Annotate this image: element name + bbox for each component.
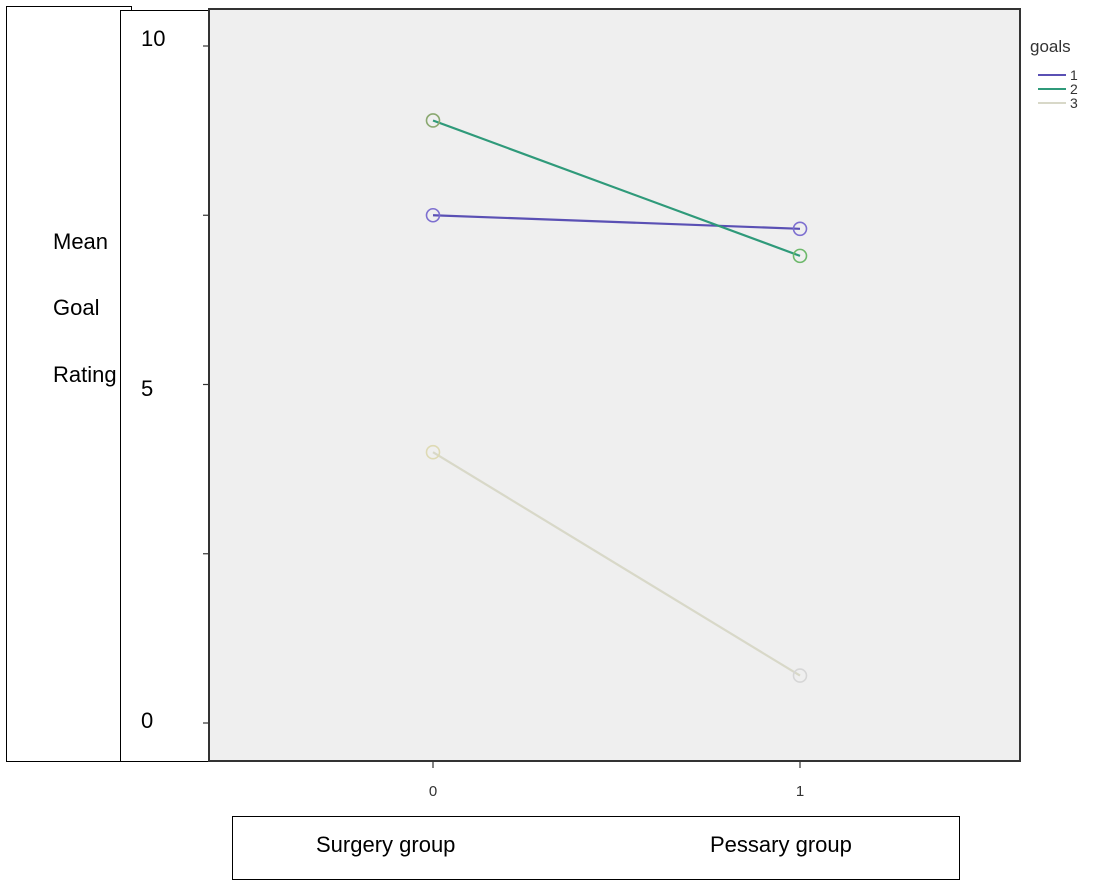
series-1-line <box>432 214 801 230</box>
xgroup-label-surgery: Surgery group <box>316 832 456 857</box>
xgroup-label-pessary: Pessary group <box>710 832 852 857</box>
series-1-point <box>792 221 808 237</box>
x-tick-label: 0 <box>429 783 437 800</box>
series-1 <box>425 207 808 237</box>
legend: goals 123 <box>1030 37 1078 111</box>
ylabel-line-2: Goal <box>53 295 100 320</box>
x-tick-label: 1 <box>796 783 804 800</box>
series-3-line <box>432 451 801 677</box>
series-2-point <box>792 248 808 264</box>
legend-title: goals <box>1030 37 1071 56</box>
series-3-point <box>425 444 441 460</box>
series-layer <box>425 113 808 683</box>
series-1-point <box>425 207 441 223</box>
series-2-line <box>432 119 801 257</box>
plot-area <box>208 8 1021 762</box>
legend-label-2: 2 <box>1070 81 1078 97</box>
ytick-label-5: 5 <box>141 376 154 401</box>
legend-label-3: 3 <box>1070 95 1078 111</box>
ylabel-line-3: Rating <box>53 362 117 387</box>
series-3-point <box>792 668 808 683</box>
ytick-label-10: 10 <box>141 26 166 51</box>
xgroup-box <box>232 816 960 880</box>
ytick-label-0: 0 <box>141 708 154 733</box>
ytick-box <box>120 10 209 762</box>
ylabel-box <box>6 6 132 762</box>
ylabel-line-1: Mean <box>53 229 109 254</box>
legend-label-1: 1 <box>1070 67 1078 83</box>
series-2-point <box>425 113 441 128</box>
series-3 <box>425 444 808 683</box>
series-2 <box>425 113 808 264</box>
